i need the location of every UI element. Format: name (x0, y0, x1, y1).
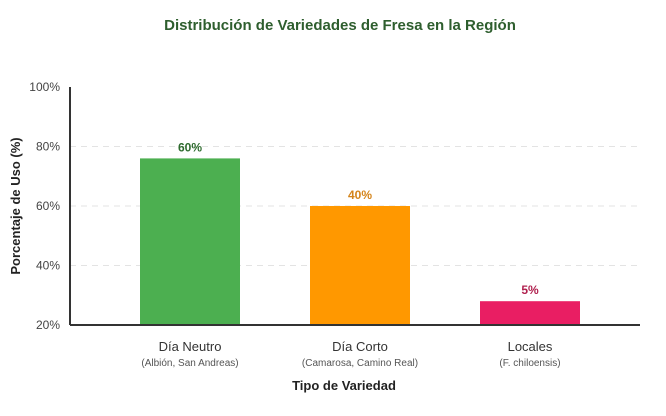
x-tick-sublabel: (Albión, San Andreas) (141, 358, 238, 369)
chart-title: Distribución de Variedades de Fresa en l… (164, 17, 516, 34)
x-tick-sublabel: (F. chiloensis) (499, 358, 560, 369)
bar (480, 301, 580, 325)
data-label: 5% (521, 283, 539, 297)
x-tick-label: Día Corto (332, 339, 388, 354)
data-label: 60% (178, 140, 202, 154)
y-axis-label: Porcentaje de Uso (%) (8, 137, 23, 274)
x-axis-label: Tipo de Variedad (292, 378, 396, 393)
y-tick-label: 40% (36, 259, 60, 273)
y-tick-label: 20% (36, 318, 60, 332)
y-tick-label: 100% (29, 80, 60, 94)
y-tick-label: 80% (36, 140, 60, 154)
x-tick-label: Locales (508, 339, 553, 354)
data-label: 40% (348, 188, 372, 202)
x-tick-label: Día Neutro (159, 339, 222, 354)
bar (310, 206, 410, 325)
bar (140, 158, 240, 325)
y-tick-label: 60% (36, 199, 60, 213)
x-tick-sublabel: (Camarosa, Camino Real) (302, 358, 418, 369)
